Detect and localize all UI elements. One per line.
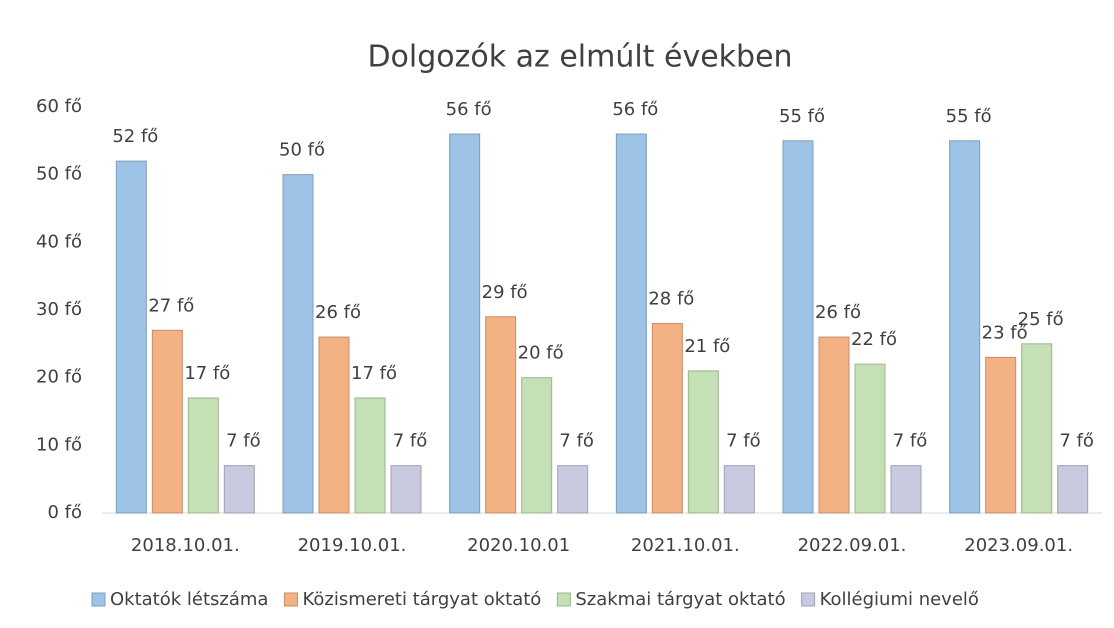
value-label: 26 fő [815, 302, 861, 323]
value-label: 29 fő [482, 282, 528, 303]
value-label: 56 fő [612, 99, 658, 120]
value-label: 21 fő [684, 336, 730, 357]
chart-title: Dolgozók az elmúlt években [367, 40, 792, 75]
value-label: 17 fő [351, 363, 397, 384]
x-tick-label: 2019.10.01. [298, 535, 407, 556]
value-label: 56 fő [446, 99, 492, 120]
legend-swatch [801, 592, 816, 607]
value-label: 17 fő [184, 363, 230, 384]
y-tick-label: 0 fő [47, 502, 82, 523]
bar [723, 465, 755, 514]
x-tick-label: 2021.10.01. [631, 535, 740, 556]
bar [187, 397, 219, 514]
bar [615, 133, 647, 514]
value-label: 7 fő [559, 431, 594, 452]
x-tick-label: 2023.09.01. [964, 535, 1073, 556]
value-label: 28 fő [648, 289, 694, 310]
value-label: 23 fő [982, 322, 1028, 343]
value-label: 50 fő [279, 140, 325, 161]
legend-swatch [91, 592, 106, 607]
y-tick-label: 40 fő [36, 231, 82, 252]
bar [1021, 343, 1053, 514]
y-tick-label: 20 fő [36, 367, 82, 388]
bar [1057, 465, 1089, 514]
value-label: 7 fő [726, 431, 761, 452]
legend-label: Kollégiumi nevelő [820, 589, 979, 610]
value-label: 7 fő [1059, 431, 1094, 452]
bar [557, 465, 589, 514]
bar [687, 370, 719, 514]
bar [223, 465, 255, 514]
value-label: 7 fő [393, 431, 428, 452]
bar [521, 377, 553, 514]
value-label: 20 fő [518, 343, 564, 364]
x-tick-label: 2020.10.01 [467, 535, 570, 556]
bar [115, 160, 147, 514]
value-label: 55 fő [779, 106, 825, 127]
bar [949, 140, 981, 514]
y-tick-label: 10 fő [36, 434, 82, 455]
bar [282, 174, 314, 514]
bar [890, 465, 922, 514]
value-label: 55 fő [946, 106, 992, 127]
bar [985, 356, 1017, 514]
legend-label: Oktatók létszáma [110, 589, 268, 610]
y-tick-label: 60 fő [36, 96, 82, 117]
legend-label: Szakmai tárgyat oktató [575, 589, 785, 610]
value-label: 22 fő [851, 329, 897, 350]
value-label: 25 fő [1018, 309, 1064, 330]
legend-label: Közismereti tárgyat oktató [302, 589, 541, 610]
bar [354, 397, 386, 514]
bar [782, 140, 814, 514]
bar [651, 323, 683, 514]
value-label: 7 fő [893, 431, 928, 452]
value-label: 27 fő [148, 295, 194, 316]
y-tick-label: 50 fő [36, 164, 82, 185]
y-tick-label: 30 fő [36, 299, 82, 320]
bar [485, 316, 517, 514]
legend-swatch [283, 592, 298, 607]
bar [818, 336, 850, 514]
x-tick-label: 2018.10.01. [131, 535, 240, 556]
bar [151, 329, 183, 514]
bar [854, 363, 886, 514]
x-tick-label: 2022.09.01. [798, 535, 907, 556]
bar [449, 133, 481, 514]
bar [390, 465, 422, 514]
value-label: 7 fő [226, 431, 261, 452]
value-label: 52 fő [112, 126, 158, 147]
bar [318, 336, 350, 514]
value-label: 26 fő [315, 302, 361, 323]
legend-swatch [556, 592, 571, 607]
